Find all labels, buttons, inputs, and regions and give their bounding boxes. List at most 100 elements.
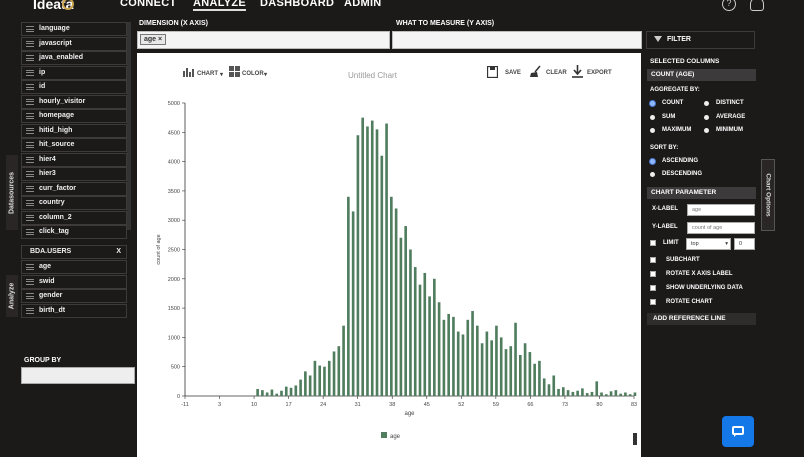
broom-icon[interactable] bbox=[529, 65, 542, 78]
histogram-chart: 0 500 1000 1500 2000 2500 3000 3500 4000 4500 5000… bbox=[156, 101, 637, 440]
table-close-button[interactable]: X bbox=[116, 248, 121, 255]
field-click-tag[interactable]: click_tag bbox=[21, 225, 127, 239]
user-icon[interactable] bbox=[750, 0, 764, 11]
field-hourly-visitor[interactable]: hourly_visitor bbox=[21, 94, 127, 109]
field-column-2[interactable]: column_2 bbox=[21, 210, 127, 225]
field-homepage[interactable]: homepage bbox=[21, 109, 127, 123]
aggregate-sum[interactable]: SUM bbox=[662, 114, 676, 120]
radio-average[interactable] bbox=[704, 115, 709, 120]
x-label-input[interactable]: age bbox=[687, 204, 755, 216]
color-grid-icon[interactable] bbox=[229, 66, 240, 77]
radio-distinct[interactable] bbox=[704, 101, 709, 106]
field-hit-source[interactable]: hit_source bbox=[21, 138, 127, 152]
field-curr-factor[interactable]: curr_factor bbox=[21, 181, 127, 196]
histogram-bar bbox=[542, 378, 546, 396]
radio-count[interactable] bbox=[650, 101, 655, 106]
field-hier4[interactable]: hier4 bbox=[21, 152, 127, 167]
histogram-bar bbox=[504, 349, 508, 396]
radio-minimum[interactable] bbox=[704, 128, 709, 133]
tab-datasources[interactable]: Datasources bbox=[6, 155, 18, 230]
histogram-bar bbox=[604, 394, 608, 396]
radio-descending[interactable] bbox=[650, 172, 655, 177]
aggregate-minimum[interactable]: MINIMUM bbox=[716, 127, 743, 133]
histogram-bar bbox=[476, 325, 479, 396]
radio-ascending[interactable] bbox=[650, 159, 655, 164]
drag-handle-icon bbox=[26, 84, 34, 90]
field-hier3[interactable]: hier3 bbox=[21, 167, 127, 181]
chart-title[interactable]: Untitled Chart bbox=[348, 71, 397, 80]
field-label: gender bbox=[39, 292, 63, 299]
field-language[interactable]: language bbox=[21, 22, 127, 36]
drag-handle-icon bbox=[26, 127, 34, 134]
chevron-down-icon[interactable]: ▾ bbox=[220, 72, 224, 78]
radio-maximum[interactable] bbox=[650, 128, 655, 133]
nav-analyze[interactable]: ANALYZE bbox=[193, 0, 247, 11]
field-ip[interactable]: ip bbox=[21, 65, 127, 80]
chart-options-tab[interactable]: Chart Options bbox=[761, 159, 775, 231]
field-gender[interactable]: gender bbox=[21, 289, 127, 303]
field-javascript[interactable]: javascript bbox=[21, 36, 127, 51]
field-hitid-high[interactable]: hitid_high bbox=[21, 123, 127, 138]
histogram-bar bbox=[284, 386, 288, 396]
save-button[interactable]: SAVE bbox=[505, 70, 521, 76]
bar-chart-icon[interactable] bbox=[182, 66, 194, 78]
color-button[interactable]: COLOR bbox=[242, 71, 264, 77]
aggregate-maximum[interactable]: MAXIMUM bbox=[662, 127, 692, 133]
y-label-input[interactable]: count of age bbox=[687, 222, 755, 234]
show-underlying-checkbox[interactable] bbox=[650, 285, 656, 291]
field-java-enabled[interactable]: java_enabled bbox=[21, 51, 127, 65]
limit-checkbox[interactable] bbox=[650, 240, 656, 246]
table-header: BDA.USERS X bbox=[21, 245, 127, 259]
field-label: language bbox=[39, 25, 70, 32]
sort-ascending[interactable]: ASCENDING bbox=[662, 158, 699, 164]
field-swid[interactable]: swid bbox=[21, 274, 127, 289]
x-tick-label: -11 bbox=[181, 402, 189, 408]
field-birth-dt[interactable]: birth_dt bbox=[21, 303, 127, 318]
tab-analyze[interactable]: Analyze bbox=[6, 275, 18, 317]
export-button[interactable]: EXPORT bbox=[587, 70, 612, 76]
histogram-bar bbox=[347, 196, 350, 396]
y-axis-label: count of age bbox=[156, 234, 162, 264]
clear-button[interactable]: CLEAR bbox=[546, 70, 567, 76]
rotate-chart-checkbox[interactable] bbox=[650, 299, 656, 305]
group-by-dropzone[interactable] bbox=[21, 367, 135, 384]
aggregate-average[interactable]: AVERAGE bbox=[716, 114, 746, 120]
rotate-x-checkbox[interactable] bbox=[650, 271, 656, 277]
limit-select[interactable]: top ▾ bbox=[686, 238, 731, 250]
sort-descending[interactable]: DESCENDING bbox=[662, 171, 703, 177]
add-reference-line-button[interactable]: ADD REFERENCE LINE bbox=[647, 313, 756, 325]
histogram-bar bbox=[294, 385, 298, 396]
measure-dropzone[interactable] bbox=[392, 31, 642, 49]
histogram-bar bbox=[390, 196, 393, 396]
x-tick-label: 38 bbox=[389, 402, 395, 408]
radio-sum[interactable] bbox=[650, 115, 655, 120]
nav-connect[interactable]: CONNECT bbox=[120, 0, 177, 9]
chart-scroll-handle[interactable] bbox=[633, 433, 637, 445]
dimension-chip-age[interactable]: age × bbox=[140, 34, 167, 45]
nav-dashboard[interactable]: DASHBOARD bbox=[260, 0, 335, 9]
field-country[interactable]: country bbox=[21, 196, 127, 210]
aggregate-count[interactable]: COUNT bbox=[662, 100, 684, 106]
drag-handle-icon bbox=[26, 98, 34, 105]
datasource-scrollbar[interactable] bbox=[127, 22, 131, 230]
chart-type-button[interactable]: CHART bbox=[197, 71, 218, 77]
field-age[interactable]: age bbox=[21, 260, 127, 274]
histogram-bar bbox=[533, 363, 536, 396]
limit-value-input[interactable]: 0 bbox=[734, 238, 755, 250]
legend-swatch bbox=[381, 432, 387, 438]
selected-column-count-age[interactable]: COUNT (AGE) bbox=[647, 69, 756, 81]
save-icon[interactable] bbox=[487, 66, 498, 78]
field-id[interactable]: id bbox=[21, 80, 127, 94]
dimension-dropzone[interactable]: age × bbox=[137, 31, 390, 49]
download-icon[interactable] bbox=[571, 65, 584, 78]
aggregate-distinct[interactable]: DISTINCT bbox=[716, 100, 744, 106]
chat-button[interactable] bbox=[722, 416, 754, 447]
help-circle-icon[interactable]: ? bbox=[722, 0, 736, 11]
nav-admin[interactable]: ADMIN bbox=[344, 0, 382, 9]
histogram-bar bbox=[609, 391, 613, 396]
histogram-bar bbox=[418, 284, 422, 396]
chevron-down-icon[interactable]: ▾ bbox=[264, 72, 268, 78]
filter-button[interactable]: FILTER bbox=[646, 31, 755, 49]
subchart-checkbox[interactable] bbox=[650, 257, 656, 263]
